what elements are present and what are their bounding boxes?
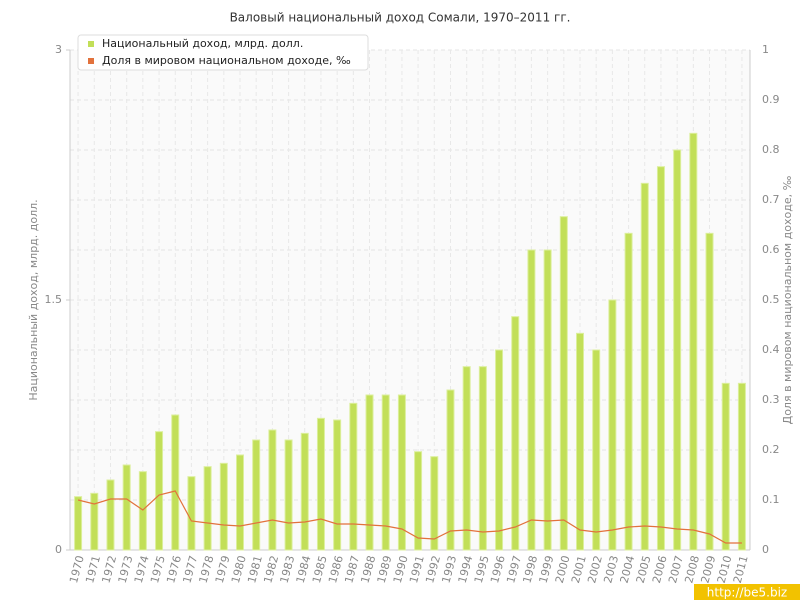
y2-tick-label: 0.1 (762, 493, 780, 506)
bar (576, 332, 584, 551)
bar (559, 216, 568, 551)
bar (495, 349, 504, 551)
y2-tick-label: 0.6 (762, 243, 780, 256)
bar (122, 464, 131, 551)
bar (90, 492, 99, 551)
bar (737, 382, 746, 551)
bar (333, 419, 342, 551)
bar (462, 366, 471, 551)
bar (284, 439, 293, 551)
marks (74, 132, 746, 551)
bar (300, 432, 309, 551)
y2-tick-label: 0.8 (762, 143, 780, 156)
bar (203, 466, 212, 551)
bar (252, 439, 261, 551)
y2-tick-label: 0 (762, 543, 769, 556)
bar (478, 366, 487, 551)
y2-tick-label: 0.2 (762, 443, 780, 456)
watermark-bg (694, 584, 800, 600)
bar (414, 451, 423, 551)
bar (316, 417, 325, 551)
y2-tick-label: 0.5 (762, 293, 780, 306)
y2-tick-label: 0.4 (762, 343, 780, 356)
bar (430, 456, 439, 551)
bar (155, 431, 164, 551)
y-axis-title: Национальный доход, млрд. долл. (27, 199, 40, 400)
bar (106, 479, 115, 551)
y2-tick-label: 0.3 (762, 393, 780, 406)
bar (365, 394, 374, 551)
y2-axis-title: Доля в мировом национальном доходе, ‰ (781, 175, 794, 424)
bar (236, 454, 244, 551)
bar (624, 232, 633, 551)
legend-label: Национальный доход, млрд. долл. (102, 37, 303, 50)
bar (543, 249, 552, 551)
bar (656, 166, 665, 551)
y-tick-label: 1.5 (45, 293, 63, 306)
line (77, 490, 742, 544)
bar (381, 394, 390, 551)
legend-label: Доля в мировом национальном доходе, ‰ (102, 54, 351, 67)
bar (446, 389, 455, 551)
bar (640, 182, 649, 551)
bar (397, 394, 406, 551)
bar (511, 316, 520, 551)
y-tick-label: 0 (55, 543, 62, 556)
bar (608, 299, 617, 551)
bar (349, 402, 358, 551)
y-tick-label: 3 (55, 43, 62, 56)
bar (74, 496, 83, 551)
y2-tick-label: 0.9 (762, 93, 780, 106)
legend-swatch (88, 41, 94, 47)
legend-box (77, 34, 369, 71)
bar (527, 249, 536, 551)
bar (705, 232, 714, 551)
bar (187, 476, 196, 551)
y2-tick-label: 1 (762, 43, 769, 56)
bar (171, 414, 180, 551)
watermark: http://be5.biz (707, 586, 787, 600)
y2-tick-label: 0.7 (762, 193, 780, 206)
bar (673, 149, 682, 551)
legend-swatch (88, 58, 94, 64)
bar (138, 471, 147, 551)
bar (721, 382, 730, 551)
bar (219, 462, 228, 551)
bar (268, 429, 277, 551)
chart-title: Валовый национальный доход Сомали, 1970–… (230, 11, 571, 25)
bar (689, 132, 698, 551)
bar (592, 349, 601, 551)
legend: Национальный доход, млрд. долл. Доля в ми… (77, 34, 369, 71)
